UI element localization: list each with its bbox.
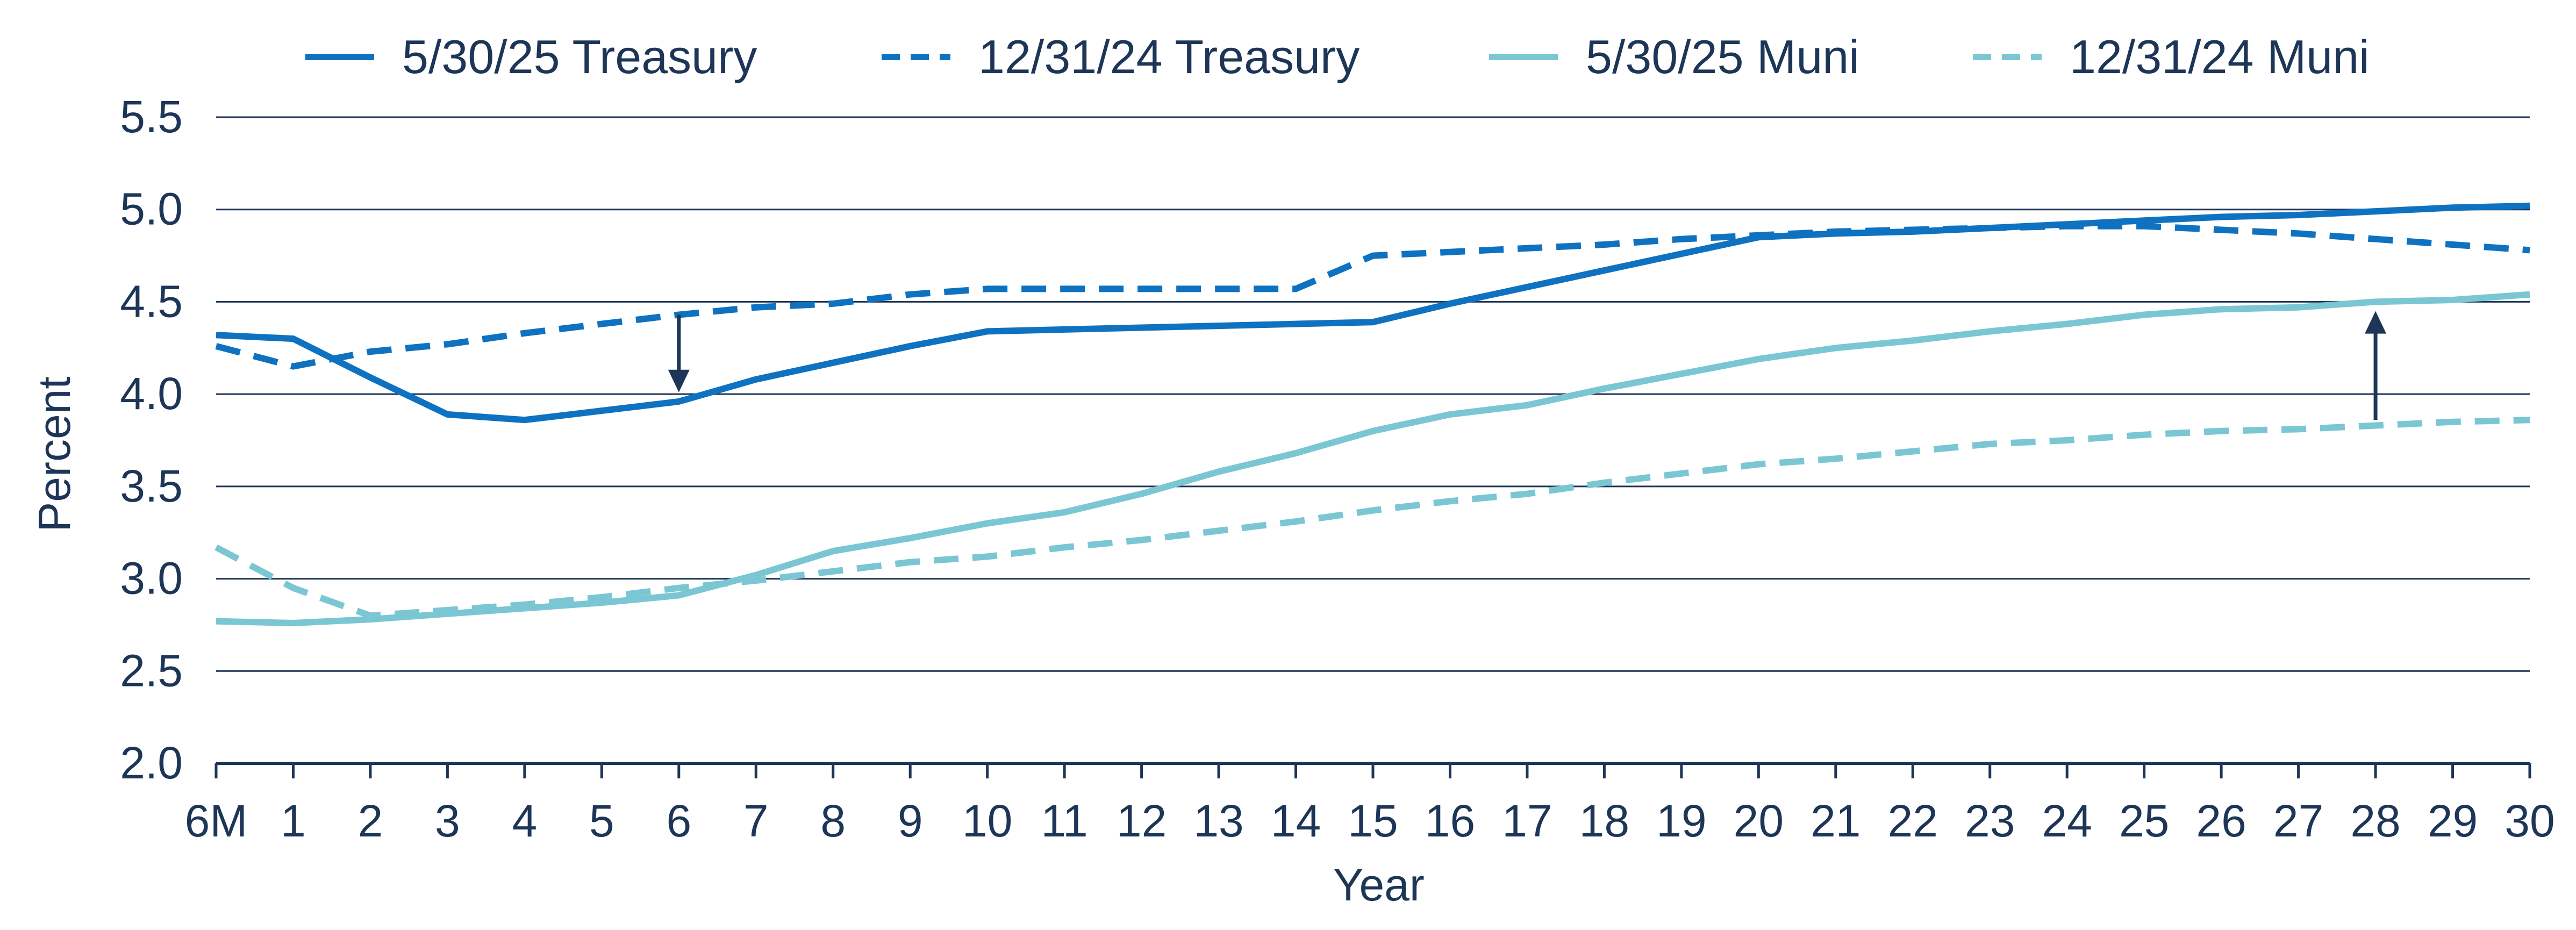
x-tick-label: 10: [962, 796, 1012, 846]
x-tick-label: 25: [2119, 796, 2169, 846]
x-tick-label: 1: [281, 796, 306, 846]
y-tick-label: 2.0: [120, 738, 183, 788]
y-tick-label: 3.5: [120, 461, 183, 511]
series-line-3: [216, 291, 2530, 626]
legend-label: 5/30/25 Treasury: [402, 30, 757, 83]
x-tick-label: 14: [1271, 796, 1321, 846]
x-tick-label: 21: [1811, 796, 1861, 846]
y-axis-tick-labels: 2.0 2.5 3.0 3.5 4.0 4.5 5.0 5.5: [120, 91, 183, 788]
series-lines: [214, 202, 2530, 626]
x-tick-label: 28: [2350, 796, 2400, 846]
x-tick-label: 7: [743, 796, 769, 846]
x-axis-title: Year: [1333, 860, 1425, 910]
x-tick-label: 4: [512, 796, 538, 846]
gridlines: [216, 116, 2530, 672]
x-tick-label: 20: [1734, 796, 1784, 846]
series-line-4: [214, 417, 2530, 619]
x-tick-label: 22: [1888, 796, 1938, 846]
x-tick-label: 18: [1579, 796, 1629, 846]
y-tick-label: 4.0: [120, 368, 183, 419]
x-tick-label: 8: [820, 796, 846, 846]
series-line-2: [215, 223, 2530, 370]
x-tick-label: 5: [589, 796, 614, 846]
x-tick-label: 30: [2505, 796, 2554, 846]
annotation-arrow-head: [668, 369, 690, 392]
x-tick-label: 16: [1425, 796, 1475, 846]
x-tick-label: 13: [1193, 796, 1243, 846]
x-tick-label: 29: [2428, 796, 2478, 846]
legend-label: 12/31/24 Muni: [2070, 30, 2370, 83]
y-tick-label: 4.5: [120, 276, 183, 326]
x-tick-label: 11: [1041, 796, 1088, 846]
legend-label: 12/31/24 Treasury: [978, 30, 1359, 83]
x-axis: [214, 762, 2531, 778]
x-tick-label: 23: [1965, 796, 2015, 846]
x-tick-label: 17: [1502, 796, 1552, 846]
x-tick-label: 2: [358, 796, 383, 846]
series-line-1: [216, 202, 2530, 424]
legend: 5/30/25 Treasury 12/31/24 Treasury 5/30/25…: [305, 30, 2370, 83]
y-axis-title: Percent: [29, 376, 80, 532]
x-tick-label: 19: [1656, 796, 1706, 846]
legend-label: 5/30/25 Muni: [1586, 30, 1859, 83]
y-tick-label: 2.5: [120, 645, 183, 696]
x-tick-label: 6: [666, 796, 691, 846]
x-tick-label: 6M: [185, 796, 248, 846]
x-tick-label: 15: [1348, 796, 1398, 846]
x-axis-tick-labels: 6M 1 2 3 4 5 6 7 8 9 10 11 12 13 14 15 16 17 18 19 20 21 22 23 2…: [185, 796, 2555, 846]
x-tick-label: 26: [2196, 796, 2246, 846]
y-tick-label: 3.0: [120, 553, 183, 604]
annotation-arrow-head: [2365, 311, 2387, 334]
x-tick-label: 3: [435, 796, 460, 846]
y-tick-label: 5.5: [120, 91, 183, 142]
x-tick-label: 24: [2042, 796, 2092, 846]
x-tick-label: 12: [1117, 796, 1167, 846]
x-tick-label: 27: [2273, 796, 2323, 846]
x-tick-label: 9: [898, 796, 923, 846]
annotations: [668, 311, 2387, 420]
y-tick-label: 5.0: [120, 184, 183, 234]
